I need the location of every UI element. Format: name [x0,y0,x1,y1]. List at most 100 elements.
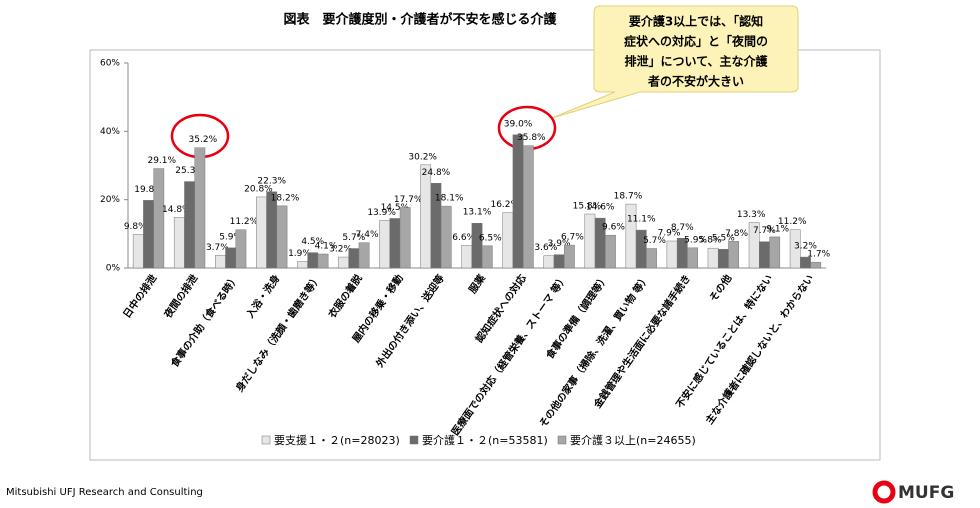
value-label: 1.7% [807,250,830,260]
bar [759,241,770,269]
bar [173,217,185,269]
value-label: 35.8% [517,133,546,143]
value-label: 30.2% [408,152,437,162]
bar [132,234,144,269]
value-label: 5.7% [342,233,365,243]
callout-text: 者の不安が大きい [647,74,744,89]
value-label: 18.7% [614,192,643,202]
callout-text: 排泄」について、主な介護 [624,54,768,69]
logo: MUFG [898,483,954,503]
value-label: 11.2% [230,217,259,227]
bar [215,255,226,269]
bar [543,255,555,269]
value-label: 5.5% [712,234,735,244]
value-label: 14.5% [381,203,410,213]
value-label: 29.1% [147,156,176,166]
bar [389,218,401,269]
x-tick-label: 夜間の排泄 [161,272,201,321]
bar [717,248,729,269]
bar [810,261,822,269]
value-label: 4.5% [301,237,324,247]
value-label: 5.9% [219,232,242,242]
bar [481,245,493,269]
value-label: 18.1% [435,194,464,204]
bar [471,222,483,269]
value-label: 18.2% [271,193,300,203]
bar [553,254,565,269]
bar [789,229,801,269]
bar [379,220,390,269]
value-label: 9.6% [602,223,625,233]
bar [564,244,575,269]
value-label: 9.1% [766,224,789,234]
bar [502,212,514,269]
value-label: 3.6% [534,243,557,253]
value-label: 5.9% [684,235,707,245]
bar [399,207,411,269]
bar [461,245,473,269]
value-label: 7.4% [356,230,379,240]
bar [420,164,432,269]
value-label: 3.2% [329,245,352,255]
x-tick-label: 服薬 [466,271,489,296]
bar [225,247,237,269]
value-label: 20.8% [244,184,273,194]
value-label: 19.8% [134,185,163,195]
value-label: 4.1% [315,241,338,251]
bar [769,236,781,269]
value-label: 6.7% [561,233,584,243]
value-label: 13.3% [737,210,766,220]
legend-swatch [261,435,271,445]
bar [707,247,719,269]
chart-frame [89,49,881,461]
bar [522,145,534,269]
bar [605,234,616,269]
x-tick-label: その他 [706,272,734,304]
bar [440,205,452,269]
value-label: 3.2% [794,242,817,252]
bar [512,134,524,269]
logo-mark [872,480,896,504]
bar [348,248,360,269]
bar [728,241,739,269]
value-label: 25.3% [175,166,204,176]
source: Mitsubishi UFJ Research and Consulting [6,487,203,498]
y-tick-label: 20% [100,195,120,205]
bar [584,213,596,269]
y-tick-label: 60% [100,59,120,69]
value-label: 13.1% [463,208,492,218]
x-tick-label: 入浴・洗身 [243,272,282,320]
value-label: 6.5% [479,233,502,243]
bar [276,205,288,269]
value-label: 5.8% [699,236,722,246]
value-label: 3.7% [206,243,229,253]
value-label: 8.7% [671,223,694,233]
bar [153,168,165,269]
callout-box [551,5,799,119]
y-tick-label: 40% [100,127,120,137]
legend-label: 要支援１・２(n=28023) [274,433,400,447]
bar [194,147,206,269]
value-label: 17.7% [394,195,423,205]
bar [235,229,247,269]
value-label: 9.8% [124,222,147,232]
bar [256,196,267,269]
value-label: 14.8% [162,205,191,215]
y-tick-label: 0% [106,264,121,274]
x-tick-label: 外出の付き添い、送迎等 [373,272,447,370]
value-label: 11.1% [627,215,656,225]
value-label: 7.8% [725,229,748,239]
value-label: 7.9% [658,229,681,239]
value-label: 6.6% [452,233,475,243]
x-tick-label: 衣服の着脱 [325,272,364,320]
value-label: 7.7% [753,226,776,236]
value-label: 35.2% [189,135,218,145]
value-label: 16.2% [490,200,519,210]
bar [143,200,154,269]
bar [297,261,308,269]
value-label: 24.8% [422,168,451,178]
bar [317,253,329,269]
legend-label: 要介護１・２(n=53581) [422,433,548,447]
bar [687,247,698,269]
value-label: 15.8% [573,202,602,212]
